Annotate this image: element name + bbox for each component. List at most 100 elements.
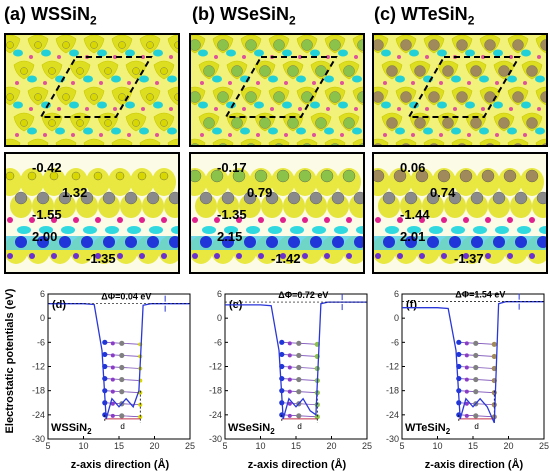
- nitrogen-atom: [192, 253, 198, 259]
- tungsten-atom: [296, 340, 302, 346]
- chalcogen-atom: [525, 169, 539, 183]
- chalcogen-atom: [513, 143, 523, 145]
- nitrogen-atom: [99, 81, 103, 85]
- nitrogen-atom: [256, 81, 260, 85]
- chalcogen-atom: [526, 65, 538, 77]
- nitrogen-atom: [110, 377, 115, 382]
- nitrogen-atom: [270, 107, 274, 111]
- chalcogen-atom: [174, 93, 178, 101]
- nitrogen-atom: [29, 55, 33, 59]
- nitrogen-atom: [284, 133, 288, 137]
- tungsten-atom: [168, 191, 178, 205]
- side-view-a-image: [6, 154, 178, 272]
- nitrogen-atom: [463, 217, 469, 223]
- nitrogen-atom: [200, 133, 204, 137]
- chalcogen-atom: [118, 93, 126, 101]
- chalcogen-atom: [259, 65, 271, 77]
- x-tick-label: 25: [362, 441, 372, 451]
- charge-label: -0.17: [217, 160, 247, 175]
- charge-label: -1.35: [217, 207, 247, 222]
- chalcogen-atom: [374, 143, 383, 145]
- nitrogen-atom: [464, 377, 469, 382]
- tungsten-atom: [473, 413, 479, 419]
- nitrogen-atom: [113, 107, 117, 111]
- plot-frame: [224, 293, 368, 440]
- y-tick-label: -30: [386, 434, 399, 444]
- chalcogen-atom: [481, 169, 495, 183]
- chalcogen-atom: [374, 91, 384, 103]
- chalcogen-atom: [115, 171, 125, 181]
- nitrogen-atom: [161, 253, 167, 259]
- chalcogen-atom: [491, 353, 497, 360]
- x-tick-label: 15: [291, 441, 301, 451]
- nitrogen-atom: [169, 55, 173, 59]
- nitrogen-atom: [214, 55, 218, 59]
- chalcogen-atom: [276, 169, 290, 183]
- silicon-atom: [427, 236, 439, 248]
- nitrogen-atom: [411, 81, 415, 85]
- potential-plot-d: 6 0 -6 -12 -18 -24 -305 10 15 20 25 (d) WSSiN2 d ΔΦ=0.…: [32, 289, 195, 451]
- chalcogen-atom: [274, 143, 284, 145]
- nitrogen-atom: [280, 253, 286, 259]
- nitrogen-atom: [375, 217, 381, 223]
- tungsten-atom: [119, 352, 125, 359]
- nitrogen-atom: [95, 253, 101, 259]
- nitrogen-atom: [139, 253, 145, 259]
- nitrogen-atom: [495, 81, 499, 85]
- y-tick-label: -18: [209, 386, 222, 396]
- nitrogen-atom: [141, 107, 145, 111]
- charge-label: 2.01: [400, 229, 426, 244]
- x-tick-label: 5: [45, 441, 50, 451]
- tungsten-atom: [124, 191, 138, 205]
- chalcogen-atom: [456, 91, 468, 103]
- chalcogen-atom: [210, 169, 224, 183]
- x-tick-label: 20: [326, 441, 336, 451]
- silicon-atom: [102, 351, 108, 358]
- unit-cell-outline: [407, 56, 521, 118]
- nitrogen-atom: [258, 217, 264, 223]
- unit-cell-outline: [224, 56, 338, 118]
- silicon-atom: [125, 236, 137, 248]
- nitrogen-atom: [298, 107, 302, 111]
- silicon-atom: [354, 236, 363, 248]
- nitrogen-atom: [302, 253, 308, 259]
- nitrogen-atom: [256, 133, 260, 137]
- nitrogen-atom: [127, 133, 131, 137]
- chalcogen-atom: [34, 41, 42, 49]
- tungsten-atom: [296, 413, 302, 419]
- tungsten-atom: [309, 191, 323, 205]
- silicon-atom: [288, 236, 300, 248]
- tungsten-atom: [119, 364, 125, 371]
- panel-a-title: (a) WSSiN2: [4, 4, 97, 28]
- nitrogen-atom: [169, 107, 173, 111]
- y-tick-label: -24: [209, 410, 222, 420]
- tungsten-atom: [473, 340, 479, 346]
- x-tick-label: 5: [222, 441, 227, 451]
- chalcogen-atom: [414, 65, 426, 77]
- chalcogen-atom: [442, 65, 454, 77]
- nitrogen-atom: [425, 107, 429, 111]
- y-tick-label: -12: [209, 362, 222, 372]
- chalcogen-atom: [174, 41, 178, 49]
- nitrogen-atom: [537, 55, 541, 59]
- nitrogen-atom: [312, 81, 316, 85]
- silicon-atom: [279, 339, 285, 345]
- x-tick-label: 20: [503, 441, 513, 451]
- silicon-atom: [103, 236, 115, 248]
- dphi-annotation: ΔΦ=0.04 eV: [101, 292, 151, 302]
- chalcogen-atom: [485, 143, 495, 145]
- x-axis-label: z-axis direction (Å): [247, 459, 347, 471]
- silicon-atom: [266, 236, 278, 248]
- nitrogen-atom: [117, 217, 123, 223]
- x-tick-label: 25: [185, 441, 195, 451]
- y-tick-label: -30: [209, 434, 222, 444]
- charge-label: 1.32: [62, 185, 88, 200]
- charge-label: 0.79: [247, 185, 273, 200]
- nitrogen-atom: [324, 217, 330, 223]
- top-view-a-image: [6, 35, 178, 145]
- nitrogen-atom: [463, 253, 469, 259]
- tungsten-atom: [199, 191, 213, 205]
- silicon-atom: [222, 236, 234, 248]
- chalcogen-atom: [320, 169, 334, 183]
- nitrogen-atom: [73, 217, 79, 223]
